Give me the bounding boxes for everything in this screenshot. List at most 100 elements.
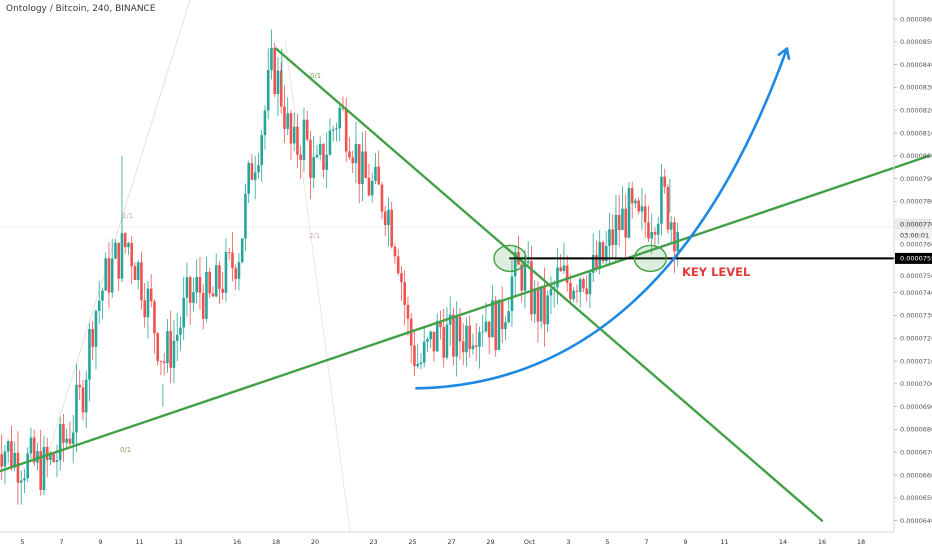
- candle-body: [569, 282, 572, 300]
- candle: [595, 240, 598, 273]
- candle-body: [559, 267, 562, 271]
- candle: [312, 136, 315, 189]
- candle: [153, 299, 156, 354]
- candle: [413, 331, 416, 377]
- current-price-tag: [895, 218, 932, 230]
- candle: [673, 216, 676, 273]
- y-tick-label: 0.0000710: [900, 357, 932, 365]
- candle-body: [198, 276, 202, 293]
- key-level-price-tag: [895, 252, 932, 264]
- candle: [536, 281, 540, 343]
- candle: [71, 414, 75, 464]
- y-tick-label: 0.0000810: [900, 129, 932, 137]
- x-tick-label: 9: [683, 538, 687, 546]
- candle-body: [162, 361, 166, 364]
- candle-body: [240, 238, 244, 263]
- candle-body: [335, 128, 338, 130]
- candle-body: [166, 331, 169, 364]
- candle-body: [19, 480, 23, 483]
- candle: [487, 321, 491, 355]
- candle: [491, 285, 494, 338]
- candle-body: [136, 262, 140, 281]
- candle: [192, 277, 195, 312]
- candle-body: [29, 437, 33, 454]
- candle-body: [578, 279, 582, 292]
- y-tick-label: 0.0000690: [900, 403, 932, 411]
- candle-body: [370, 180, 374, 196]
- candle-body: [364, 151, 367, 178]
- candle: [65, 428, 68, 449]
- candle-body: [234, 268, 237, 279]
- fib-guide-line: [284, 39, 351, 533]
- candle-body: [218, 265, 221, 289]
- candle-body: [192, 292, 195, 303]
- candle-body: [101, 290, 104, 301]
- candle: [68, 421, 72, 447]
- candle-body: [465, 325, 468, 353]
- candle-body: [318, 144, 322, 155]
- candle-body: [406, 304, 410, 319]
- candle-body: [608, 229, 611, 246]
- candle-body: [390, 209, 393, 247]
- candle: [357, 143, 361, 204]
- candle-body: [237, 262, 241, 279]
- candle-body: [491, 300, 494, 338]
- candle-body: [647, 222, 650, 239]
- candle-body: [595, 254, 598, 269]
- candle: [351, 150, 354, 173]
- candle-body: [455, 316, 458, 357]
- candle-body: [91, 329, 94, 347]
- candle-body: [302, 119, 306, 160]
- candle: [367, 163, 371, 197]
- candle: [660, 164, 663, 236]
- candle: [136, 260, 140, 290]
- candle: [341, 96, 345, 112]
- candle-body: [123, 233, 127, 248]
- candle-body: [299, 154, 302, 160]
- candle: [127, 241, 130, 256]
- candle: [419, 353, 423, 370]
- candle: [6, 439, 10, 463]
- y-tick-label: 0.0000660: [900, 471, 932, 479]
- candle: [211, 286, 215, 297]
- candle-body: [416, 364, 419, 367]
- candle: [315, 144, 319, 160]
- candle-body: [10, 441, 13, 468]
- candle: [400, 266, 403, 301]
- candle-body: [175, 334, 179, 341]
- candle: [97, 280, 101, 325]
- candle-body: [279, 70, 283, 107]
- candle-body: [497, 299, 501, 350]
- candle: [640, 187, 644, 230]
- candle: [507, 299, 510, 323]
- candle: [611, 214, 614, 259]
- x-tick-label: 9: [98, 538, 102, 546]
- candle-body: [3, 451, 7, 467]
- candle: [526, 240, 530, 269]
- candle: [162, 352, 166, 376]
- candle-body: [39, 451, 42, 491]
- candle: [143, 283, 146, 328]
- y-tick-label: 0.0000840: [900, 61, 932, 69]
- candle-body: [205, 271, 208, 319]
- candle-body: [16, 452, 20, 483]
- candle-body: [504, 322, 507, 330]
- candle: [257, 152, 260, 179]
- candle: [296, 114, 299, 168]
- countdown-tag: [895, 230, 932, 241]
- candle: [461, 323, 465, 366]
- candle-body: [484, 321, 488, 332]
- candle: [208, 267, 211, 298]
- candle-body: [419, 362, 423, 365]
- candle-body: [546, 295, 549, 325]
- candle: [432, 331, 436, 362]
- candle-body: [354, 143, 358, 164]
- candle: [234, 264, 237, 290]
- candle: [439, 310, 442, 340]
- candle: [409, 312, 413, 364]
- candle-body: [341, 107, 345, 109]
- fib-level-label: 0/1: [310, 72, 321, 80]
- candle: [205, 256, 208, 323]
